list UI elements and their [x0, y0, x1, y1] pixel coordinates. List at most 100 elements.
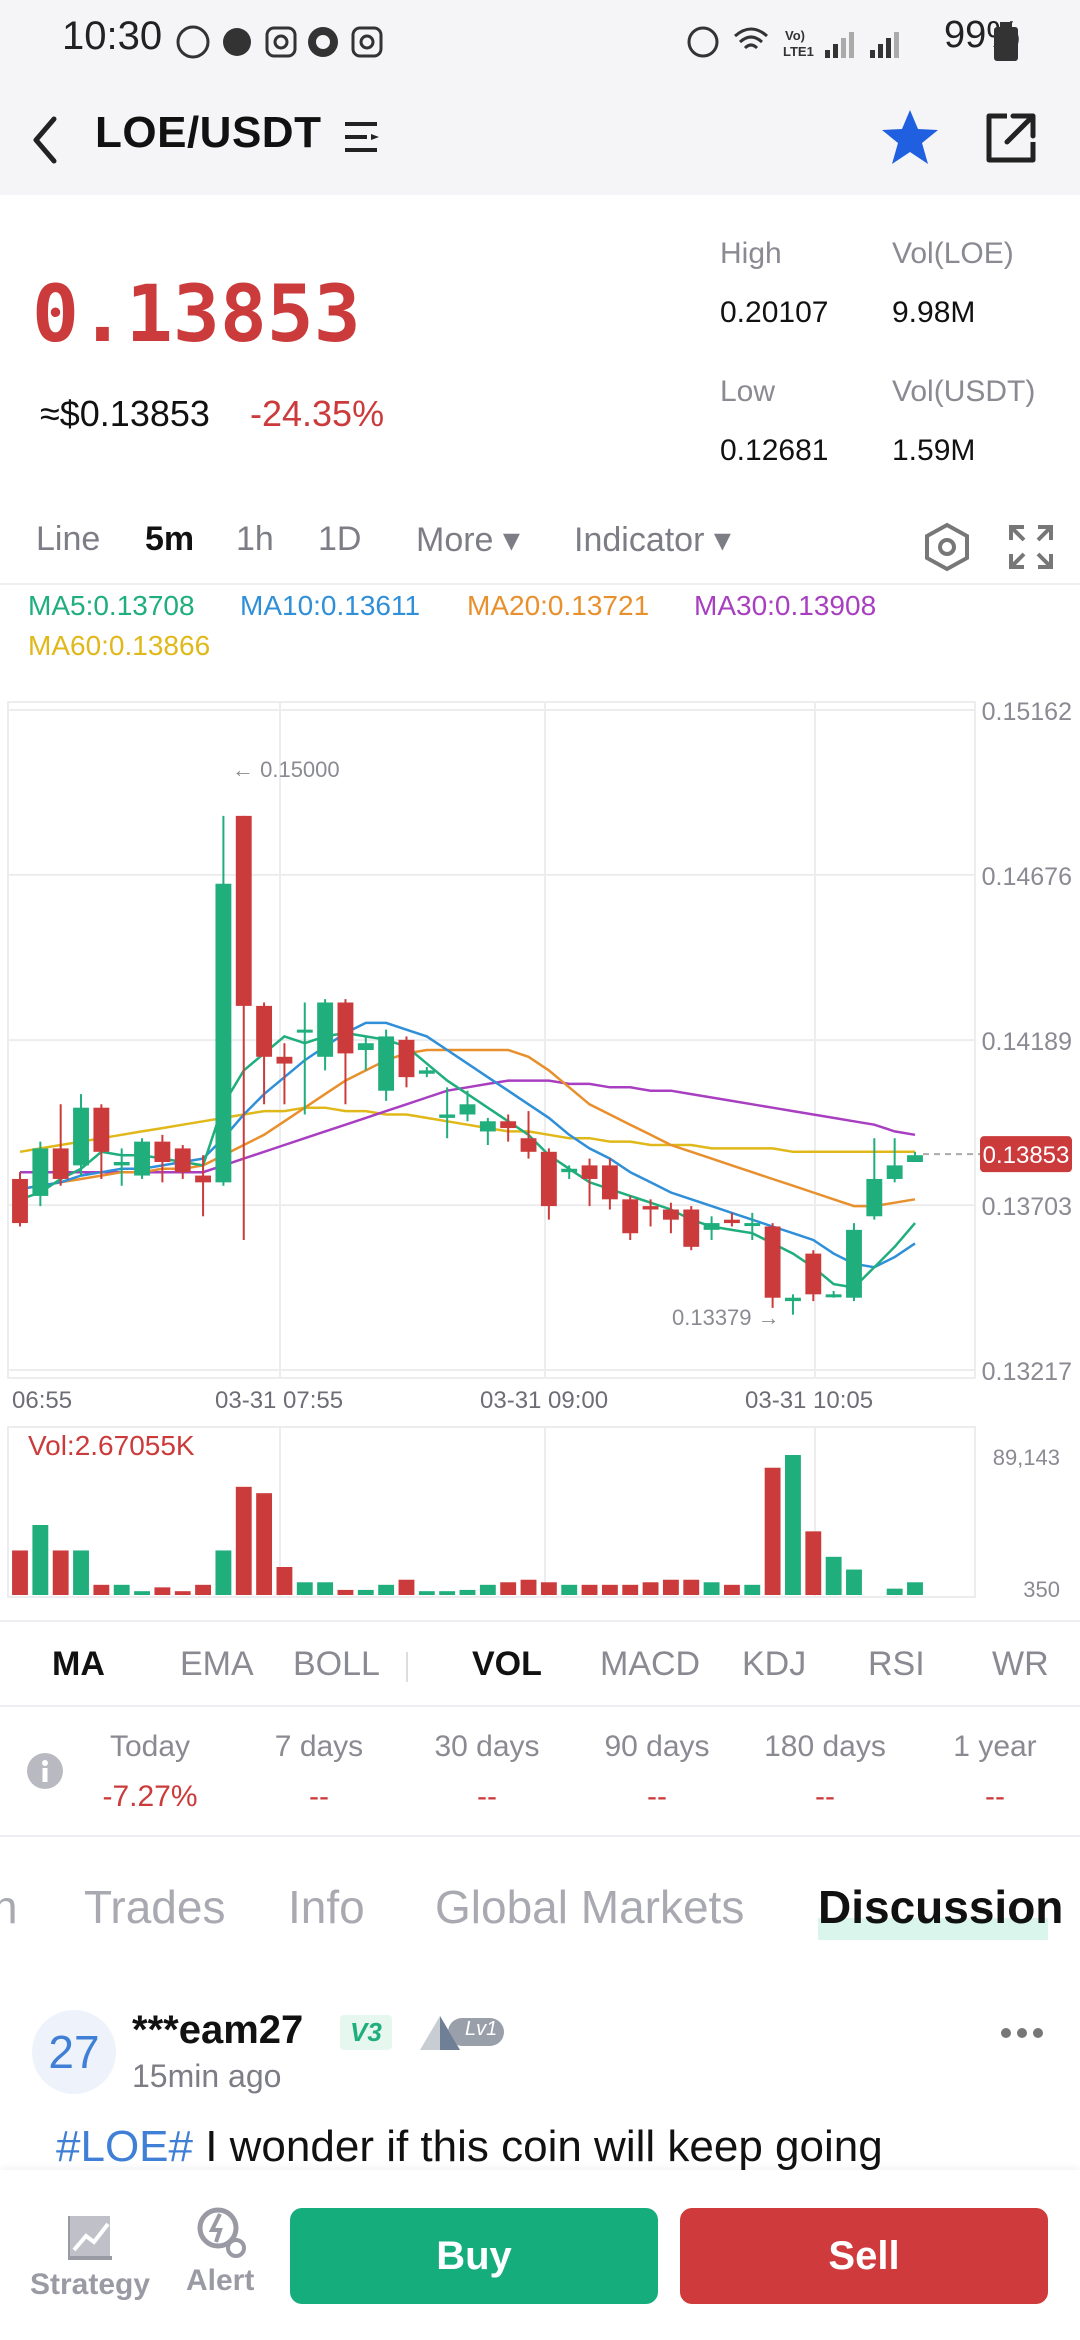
candle-body — [174, 1148, 191, 1173]
vol-usdt-value: 1.59M — [892, 434, 976, 467]
share-icon[interactable] — [985, 112, 1037, 164]
indicator-tab-ema[interactable]: EMA — [180, 1645, 254, 1683]
pair-menu-icon[interactable] — [345, 120, 381, 154]
approx-usd-price: ≈$0.13853 — [40, 393, 210, 434]
back-arrow-icon[interactable] — [30, 115, 60, 165]
ma20-line — [19, 1048, 916, 1208]
volume-bar — [540, 1582, 557, 1595]
tab-1d[interactable]: 1D — [318, 520, 362, 558]
post-username[interactable]: ***eam27 — [132, 2008, 304, 2052]
candle-body — [235, 815, 252, 1006]
candle-body — [662, 1209, 679, 1220]
alert-icon[interactable] — [196, 2206, 246, 2260]
candle-body — [154, 1141, 171, 1162]
perf-today-label: Today — [109, 1730, 191, 1763]
post-hashtag[interactable]: #LOE# — [56, 2122, 193, 2171]
volume-bar — [886, 1588, 903, 1595]
tab-more[interactable]: More ▾ — [416, 521, 520, 559]
volume-bar — [662, 1579, 679, 1595]
price-change-percent: -24.35% — [250, 393, 385, 434]
candle-body — [73, 1107, 89, 1166]
low-value: 0.12681 — [720, 434, 829, 467]
nav-tab-info[interactable]: Info — [288, 1881, 365, 1933]
volume-bar — [32, 1525, 49, 1595]
alert-label[interactable]: Alert — [186, 2264, 255, 2297]
sell-button[interactable]: Sell — [680, 2208, 1048, 2304]
tab-line[interactable]: Line — [36, 520, 101, 558]
post-text[interactable]: #LOE# I wonder if this coin will keep go… — [56, 2122, 883, 2172]
volume-bar — [744, 1584, 761, 1595]
fullscreen-icon[interactable] — [1008, 524, 1054, 570]
candle-body — [703, 1223, 720, 1230]
candle-body — [825, 1294, 842, 1298]
chart-settings-icon[interactable] — [922, 522, 972, 572]
tab-1h[interactable]: 1h — [236, 520, 274, 558]
candle-body — [215, 883, 232, 1183]
nav-tab-trades[interactable]: Trades — [84, 1881, 226, 1933]
candle-body — [805, 1253, 822, 1295]
candle-body — [561, 1168, 578, 1173]
indicator-tab-wr[interactable]: WR — [992, 1645, 1049, 1683]
strategy-icon[interactable] — [66, 2212, 116, 2262]
candle-body — [846, 1229, 862, 1298]
candle-body — [642, 1206, 659, 1210]
ma10-label: MA10:0.13611 — [240, 590, 421, 621]
volume-bar — [520, 1579, 537, 1595]
indicator-tab-vol[interactable]: VOL — [472, 1645, 542, 1683]
vol-loe-label: Vol(LOE) — [892, 237, 1014, 270]
candle-body — [907, 1155, 923, 1162]
tab-separator — [406, 1652, 408, 1682]
post-body: I wonder if this coin will keep going — [192, 2122, 883, 2171]
volume-bar — [418, 1591, 435, 1595]
strategy-label[interactable]: Strategy — [30, 2268, 151, 2301]
header: LOE/USDT — [0, 80, 1080, 195]
nav-tab-depth[interactable]: h — [0, 1881, 18, 1933]
svg-text:Vo): Vo) — [785, 28, 805, 43]
indicator-tab-rsi[interactable]: RSI — [868, 1645, 925, 1683]
volume-chart[interactable]: 89,143 350 — [0, 1425, 1080, 1610]
nav-tab-discussion[interactable]: Discussion — [818, 1881, 1064, 1933]
volume-bar — [459, 1589, 476, 1595]
y-tick-label: 0.13703 — [982, 1193, 1072, 1221]
volume-bar — [215, 1550, 232, 1595]
buy-button[interactable]: Buy — [290, 2208, 658, 2304]
level-badge-icon — [420, 2016, 504, 2050]
vol-loe-value: 9.98M — [892, 296, 976, 329]
battery-icon — [994, 22, 1018, 61]
indicator-tab-ma[interactable]: MA — [52, 1645, 105, 1683]
volume-bar — [764, 1467, 781, 1595]
tab-5m[interactable]: 5m — [145, 520, 195, 558]
favorite-star-icon[interactable] — [880, 108, 940, 168]
info-icon[interactable] — [26, 1752, 64, 1790]
pair-title[interactable]: LOE/USDT — [95, 108, 322, 157]
volume-bar — [235, 1486, 252, 1595]
perf-180d-value: -- — [815, 1780, 835, 1813]
avatar[interactable]: 27 — [32, 2010, 116, 2094]
last-price: 0.13853 — [32, 270, 361, 360]
perf-1y-value: -- — [985, 1780, 1005, 1813]
indicator-tab-macd[interactable]: MACD — [600, 1645, 701, 1683]
nav-tab-global-markets[interactable]: Global Markets — [435, 1881, 745, 1933]
candle-body — [32, 1148, 49, 1196]
ma5-label: MA5:0.13708 — [28, 590, 195, 621]
candle-body — [398, 1039, 415, 1078]
tab-indicator[interactable]: Indicator ▾ — [574, 521, 731, 559]
ma5-line — [19, 1031, 916, 1289]
indicator-tab-kdj[interactable]: KDJ — [742, 1645, 807, 1683]
candle-body — [195, 1175, 212, 1183]
candle-body — [134, 1141, 150, 1176]
post-time: 15min ago — [132, 2058, 282, 2094]
y-tick-label: 0.15162 — [982, 698, 1072, 726]
more-options-icon[interactable] — [1000, 2026, 1044, 2040]
ma60-label: MA60:0.13866 — [28, 630, 211, 661]
volume-bar — [337, 1589, 354, 1595]
candlestick-chart[interactable]: 0.15162 0.14676 0.14189 0.13703 0.13217 06:55… — [0, 690, 1080, 1410]
status-time: 10:30 — [62, 14, 163, 58]
indicator-tab-boll[interactable]: BOLL — [293, 1645, 380, 1683]
volume-bar — [581, 1584, 598, 1595]
candle-body — [93, 1107, 110, 1152]
perf-30d-value: -- — [477, 1780, 497, 1813]
volume-label: Vol:2.67055K — [28, 1430, 195, 1461]
ma10-line — [19, 1021, 916, 1269]
x-tick-label: 03-31 09:00 — [480, 1387, 608, 1410]
